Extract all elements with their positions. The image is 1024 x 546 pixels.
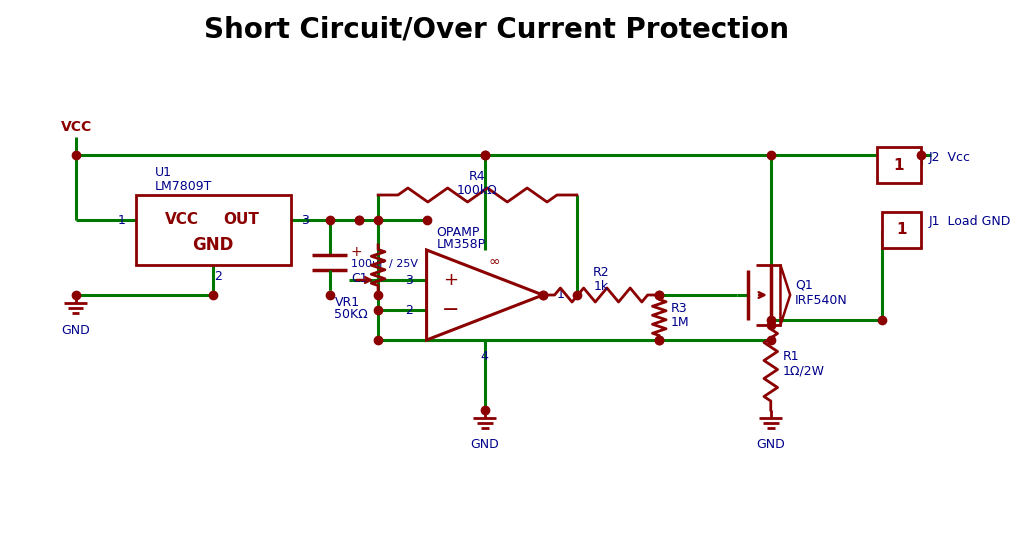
Text: 1: 1 [894,157,904,173]
Text: 1Ω/2W: 1Ω/2W [782,365,824,377]
Text: Short Circuit/Over Current Protection: Short Circuit/Over Current Protection [204,16,788,44]
Text: 1: 1 [896,223,907,238]
Text: 100uF / 25V: 100uF / 25V [351,259,418,269]
Text: IRF540N: IRF540N [795,294,848,306]
Text: OUT: OUT [223,212,259,228]
Text: R4: R4 [469,170,485,183]
Text: J1  Load GND: J1 Load GND [929,216,1011,228]
Text: 1M: 1M [671,317,689,329]
Text: 100kΩ: 100kΩ [457,183,498,197]
Text: U1: U1 [155,167,172,180]
Text: R2: R2 [593,266,609,280]
Text: +: + [351,245,362,259]
Text: GND: GND [193,236,233,254]
Text: VR1: VR1 [335,296,359,310]
Text: 3: 3 [301,213,309,227]
Text: 50KΩ: 50KΩ [335,308,369,322]
Text: 1: 1 [118,213,125,227]
Text: R3: R3 [671,302,687,316]
Text: LM358P: LM358P [436,239,485,252]
Text: 4: 4 [481,349,488,363]
Text: R1: R1 [782,351,799,364]
Text: +: + [443,271,459,289]
Text: 2: 2 [214,270,222,283]
Text: OPAMP: OPAMP [436,225,479,239]
Text: 3: 3 [406,274,413,287]
Bar [883,212,921,248]
Text: −: − [442,300,460,320]
Text: GND: GND [470,438,499,452]
Text: GND: GND [757,438,785,452]
Text: J2  Vcc: J2 Vcc [929,151,971,163]
Text: GND: GND [61,323,90,336]
Bar [878,147,921,183]
Text: 2: 2 [406,304,413,317]
Text: ∞: ∞ [488,255,500,269]
Text: LM7809T: LM7809T [155,181,213,193]
Text: Q1: Q1 [795,278,813,292]
Bar [136,195,291,265]
Text: C1: C1 [351,271,368,284]
Text: VCC: VCC [165,212,199,228]
Text: 1: 1 [556,288,564,301]
Text: VCC: VCC [61,120,92,134]
Text: 1k: 1k [594,281,608,294]
